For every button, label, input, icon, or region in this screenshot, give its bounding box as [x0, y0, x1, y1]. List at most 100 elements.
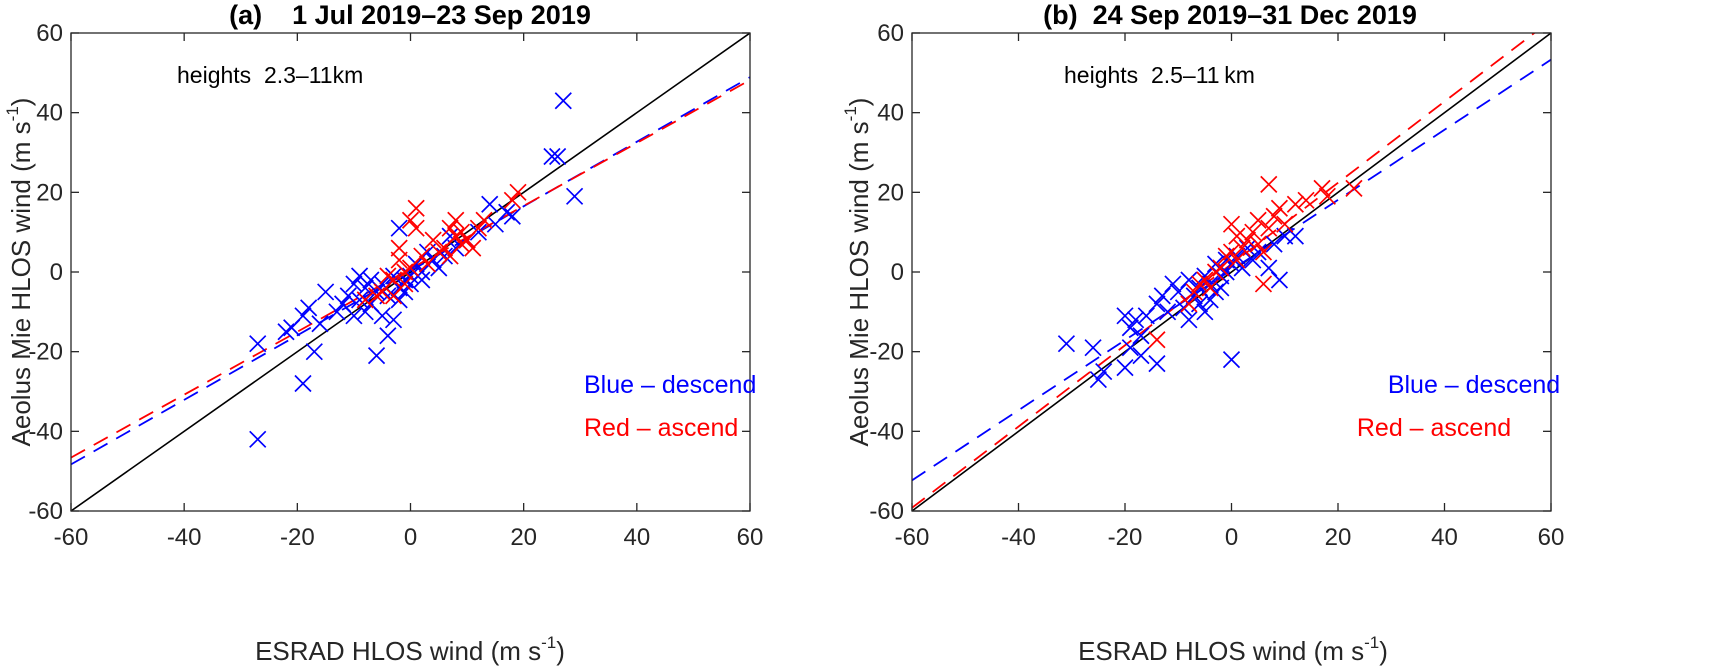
panel-b-marks — [912, 33, 1551, 511]
panel-a-point-ascend — [413, 247, 431, 265]
panel-a-point-descend — [345, 307, 363, 325]
panel-a-point-ascend — [447, 211, 465, 229]
panel-a-point-descend — [294, 374, 312, 393]
panel-b-reference-line — [912, 33, 1551, 511]
panel-b-x-axis-label-end: ) — [1379, 636, 1388, 666]
panel-a-plot-area: -60 -40 -20 0 20 40 60 -60 -40 -20 0 20 40 60 — [28, 20, 763, 551]
panel-a-point-descend — [384, 311, 403, 329]
panel-b-point-descend — [1196, 267, 1214, 285]
panel-a-point-ascend — [390, 251, 408, 269]
panel-a-point-ascend — [509, 183, 527, 201]
panel-a-x-axis-label-sup: -1 — [541, 633, 556, 652]
panel-b-point-descend — [1222, 255, 1241, 273]
panel-a-x-tick-label: 0 — [404, 524, 417, 551]
panel-b-point-descend — [1148, 295, 1166, 313]
panel-a-y-tick-label: -60 — [28, 498, 63, 525]
panel-b-x-tick-label: 40 — [1431, 524, 1458, 551]
panel-a-point-ascend — [396, 275, 414, 293]
panel-b-point-descend — [1206, 283, 1225, 301]
panel-b-point-descend — [1201, 291, 1219, 309]
panel-a-point-ascend — [407, 199, 425, 217]
panel-b-point-descend — [1153, 287, 1171, 305]
panel-a-point-descend — [339, 287, 357, 305]
panel-b-point-descend — [1174, 299, 1193, 317]
panel-a-point-ascend — [356, 291, 374, 309]
panel-a-y-tick-label: 0 — [50, 259, 63, 286]
panel-a-point-descend — [356, 303, 374, 321]
panel-b-point-descend — [1116, 307, 1134, 325]
panel-a-x-axis-label: ESRAD HLOS wind (m s-1) — [255, 633, 565, 666]
panel-a-point-ascend — [452, 223, 471, 241]
panel-a-series-descend — [249, 92, 584, 448]
panel-b-x-tick-label: 60 — [1538, 524, 1565, 551]
panel-b-point-descend — [1238, 239, 1257, 257]
panel-b-point-descend — [1244, 251, 1262, 269]
panel-a-point-descend — [249, 430, 267, 448]
panel-a-point-descend — [565, 187, 584, 205]
panel-b-point-descend — [1164, 275, 1182, 293]
panel-b-x-tick-label: -60 — [895, 524, 930, 551]
panel-a-point-ascend — [390, 239, 408, 257]
panel-b-y-tick-label: 0 — [891, 259, 904, 286]
panel-b-point-descend — [1180, 311, 1198, 329]
panel-a-point-descend — [356, 279, 374, 297]
panel-a-point-ascend — [475, 211, 493, 229]
panel-a-y-axis-label-sup: -1 — [3, 106, 22, 121]
panel-b-point-ascend — [1196, 271, 1214, 289]
panel-b-point-ascend — [1345, 179, 1363, 197]
panel-a-point-descend — [469, 223, 488, 241]
panel-b-point-ascend — [1254, 243, 1273, 261]
panel-a-point-descend — [481, 195, 499, 213]
panel-b-y-tick-label: -20 — [869, 339, 904, 366]
panel-b-x-tick-label: 20 — [1325, 524, 1352, 551]
panel-b-x-tick-label: 0 — [1225, 524, 1238, 551]
panel-a-point-descend — [379, 327, 397, 345]
panel-b-fit-line-descend — [912, 58, 1551, 482]
panel-b-series-descend — [1057, 227, 1305, 389]
panel-a-x-tick-label: -60 — [54, 524, 89, 551]
panel-a-x-tick-label: -40 — [167, 524, 202, 551]
panel-b-point-ascend — [1265, 207, 1283, 225]
panel-a-point-ascend — [469, 219, 488, 237]
panel-b-point-ascend — [1228, 251, 1246, 269]
panel-a-point-descend — [367, 283, 386, 301]
panel-a-y-tick-label: 40 — [36, 100, 63, 127]
panel-a-point-descend — [503, 207, 521, 225]
panel-b-point-ascend — [1313, 179, 1331, 197]
panel-b-point-descend — [1265, 235, 1283, 253]
panel-a-point-ascend — [503, 191, 521, 209]
panel-b-point-descend — [1222, 351, 1241, 369]
panel-b-point-descend — [1180, 271, 1198, 289]
panel-b-x-tick-label: -40 — [1001, 524, 1036, 551]
panel-a-height-annotation: heights 2.3–11km — [177, 62, 363, 88]
panel-b-x-axis-label-main: ESRAD HLOS wind (m s — [1078, 636, 1364, 666]
panel-b-legend-descend: Blue – descend — [1388, 371, 1560, 399]
panel-a-series-ascend — [356, 183, 527, 309]
panel-a-point-ascend — [441, 219, 459, 237]
panel-b-point-descend — [1084, 339, 1102, 357]
panel-a-point-descend — [350, 267, 369, 285]
panel-b-x-axis-label-sup: -1 — [1364, 633, 1379, 652]
panel-b-point-descend — [1169, 283, 1187, 301]
panel-b-point-descend — [1137, 307, 1155, 325]
panel-a-point-descend — [384, 267, 403, 285]
panel-a-y-axis-label-end: ) — [6, 98, 36, 107]
panel-b-y-tick-label: -40 — [869, 418, 904, 445]
panel-a-point-descend — [294, 307, 312, 325]
panel-b-point-descend — [1121, 339, 1139, 357]
panel-a-point-descend — [317, 283, 335, 301]
panel-b-height-annotation: heights 2.5–11 km — [1064, 62, 1255, 88]
panel-b-plot-area: -60 -40 -20 0 20 40 60 -60 -40 -20 0 20 40 60 — [869, 20, 1564, 551]
panel-b-y-tick-label: 40 — [877, 100, 904, 127]
panel-b-point-descend — [1116, 358, 1134, 377]
panel-b-y-axis-label-sup: -1 — [841, 106, 860, 121]
panel-a-point-ascend — [384, 271, 403, 289]
panel-a-point-descend — [390, 291, 408, 309]
panel-a-y-axis-label-main: Aeolus Mie HLOS wind (m s — [6, 121, 36, 446]
panel-a-point-ascend — [407, 219, 425, 237]
panel-a-legend-ascend: Red – ascend — [584, 414, 738, 442]
panel-b-point-descend — [1260, 259, 1278, 277]
panel-b-point-descend — [1132, 327, 1150, 345]
panel-b-point-ascend — [1222, 243, 1241, 261]
